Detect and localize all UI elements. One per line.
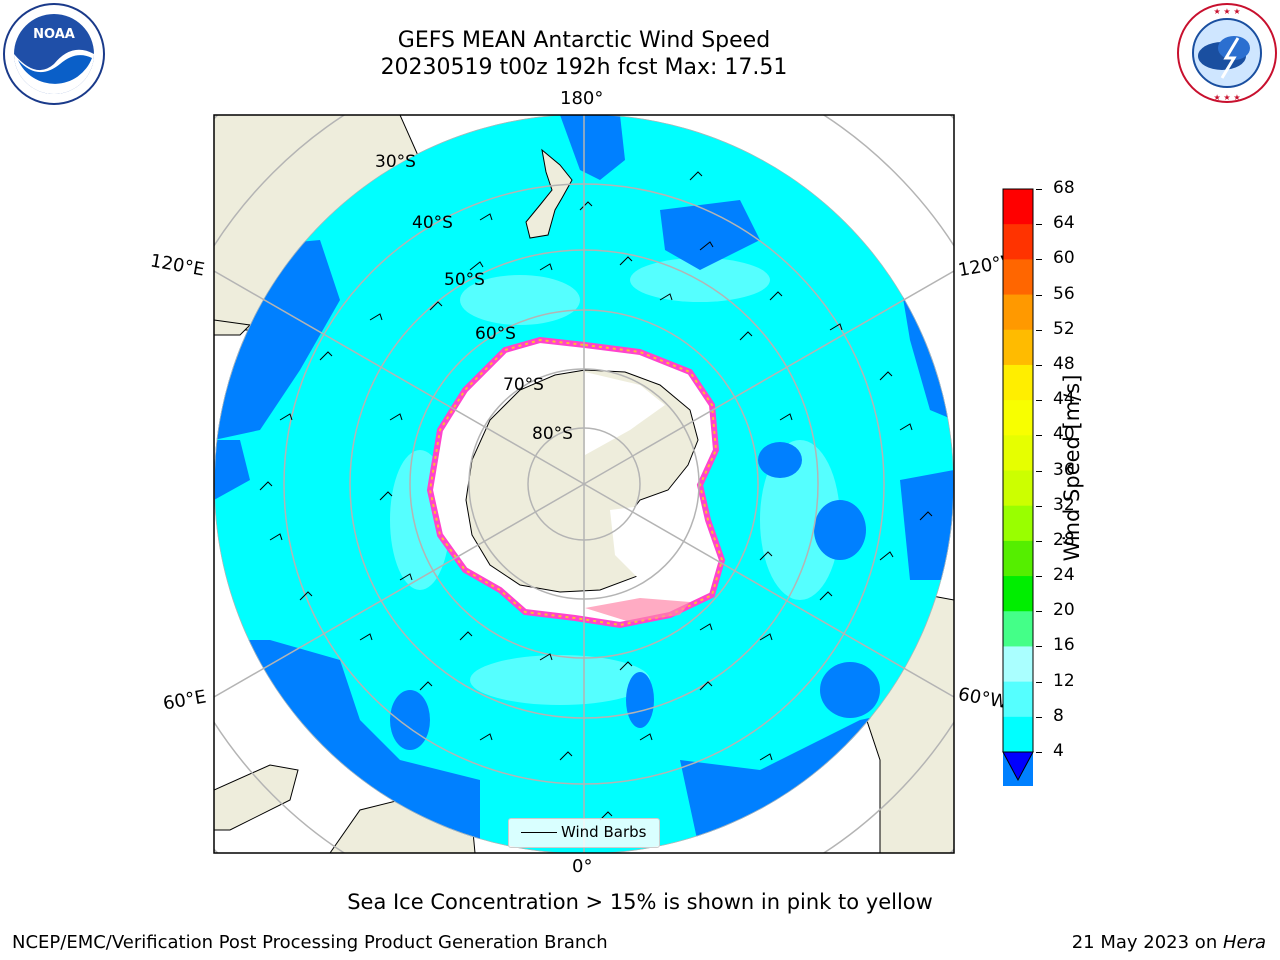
- colorbar-tick-label: 40: [1053, 424, 1075, 445]
- colorbar-tick-mark: [1036, 505, 1042, 507]
- colorbar-tick-mark: [1036, 540, 1042, 542]
- land-new-zealand: [525, 148, 573, 239]
- colorbar-tick-mark: [1036, 224, 1042, 226]
- colorbar-segment: [1003, 400, 1033, 436]
- meridians: [214, 115, 954, 853]
- noaa-logo: NOAA: [3, 3, 105, 105]
- lon-label-180: 180°: [560, 88, 604, 109]
- map-frame: [213, 114, 955, 854]
- land-madagascar: [214, 764, 299, 831]
- colorbar-tick-mark: [1036, 470, 1042, 472]
- colorbar-tick-mark: [1036, 259, 1042, 261]
- colorbar-tick-label: 16: [1053, 635, 1075, 656]
- colorbar-tick-label: 68: [1053, 178, 1075, 198]
- colorbar: [1002, 188, 1034, 786]
- lat-label-40s: 40°S: [412, 213, 453, 233]
- blue-region-northeast: [660, 200, 760, 270]
- colorbar-tick-mark: [1036, 435, 1042, 437]
- colorbar-segment: [1003, 681, 1033, 718]
- title-line-2: 20230519 t00z 192h fcst Max: 17.51: [380, 55, 788, 80]
- colorbar-segment: [1003, 364, 1033, 401]
- colorbar-segment: [1003, 470, 1033, 507]
- colorbar-segment: [1003, 646, 1033, 683]
- colorbar-tick-label: 32: [1053, 494, 1075, 515]
- line-icon: [521, 832, 557, 833]
- colorbar-segment: [1003, 294, 1033, 331]
- colorbar-tick-label: 8: [1053, 705, 1064, 726]
- colorbar-tick-mark: [1036, 611, 1042, 613]
- colorbar-tick-label: 48: [1053, 353, 1075, 374]
- colorbar-segment: [1003, 540, 1033, 577]
- colorbar-segment: [1003, 576, 1033, 612]
- colorbar-tick-mark: [1036, 400, 1042, 402]
- lat-label-50s: 50°S: [444, 270, 485, 290]
- colorbar-tick-mark: [1036, 716, 1042, 718]
- svg-text:★ ★ ★: ★ ★ ★: [1213, 93, 1240, 102]
- colorbar-tick-label: 60: [1053, 248, 1075, 269]
- wind-barbs: [259, 171, 933, 821]
- land-indonesia: [214, 319, 252, 336]
- colorbar-tick-mark: [1036, 681, 1042, 683]
- title-line-1: GEFS MEAN Antarctic Wind Speed: [397, 28, 771, 53]
- colorbar-segment: [1003, 435, 1033, 471]
- colorbar-tick-label: 24: [1053, 565, 1075, 586]
- footer-left: NCEP/EMC/Verification Post Processing Pr…: [12, 932, 608, 953]
- colorbar-segment: [1003, 259, 1033, 296]
- nws-logo: ★ ★ ★ ★ ★ ★: [1177, 3, 1277, 103]
- colorbar-tick-label: 52: [1053, 318, 1075, 339]
- colorbar-segment: [1003, 505, 1033, 542]
- colorbar-tick-mark: [1036, 189, 1042, 190]
- colorbar-segment: [1003, 224, 1033, 260]
- colorbar-tick-label: 36: [1053, 459, 1075, 480]
- footer-date: 21 May 2023 on: [1071, 932, 1223, 953]
- colorbar-segment: [1003, 189, 1033, 225]
- footer-right: 21 May 2023 on Hera: [1072, 932, 1266, 953]
- footer-machine: Hera: [1222, 932, 1266, 953]
- blue-region-east-2: [900, 470, 954, 580]
- colorbar-tick-mark: [1036, 329, 1042, 331]
- blue-region-north: [560, 115, 625, 180]
- colorbar-tick-mark: [1036, 752, 1042, 753]
- colorbar-segment: [1003, 716, 1033, 753]
- colorbar-segment: [1003, 329, 1033, 366]
- lat-label-30s: 30°S: [375, 152, 416, 172]
- colorbar-tick-label: 4: [1053, 741, 1064, 761]
- lon-label-0: 0°: [572, 856, 593, 877]
- blue-region-west: [214, 440, 250, 500]
- colorbar-outline: [1002, 188, 1034, 753]
- colorbar-tick-label: 20: [1053, 600, 1075, 621]
- colorbar-tick-label: 12: [1053, 670, 1075, 691]
- lat-label-60s: 60°S: [475, 324, 516, 344]
- colorbar-tick-mark: [1036, 294, 1042, 296]
- lat-label-80s: 80°S: [532, 424, 573, 444]
- colorbar-tick-label: 44: [1053, 389, 1075, 410]
- noaa-logo-text: NOAA: [33, 27, 75, 42]
- colorbar-tick-mark: [1036, 576, 1042, 578]
- colorbar-tick-mark: [1036, 364, 1042, 366]
- colorbar-tick-label: 28: [1053, 529, 1075, 550]
- lat-label-70s: 70°S: [503, 375, 544, 395]
- legend-label: Wind Barbs: [561, 823, 647, 841]
- map-legend: Wind Barbs: [508, 818, 660, 848]
- colorbar-tick-mark: [1036, 646, 1042, 648]
- colorbar-tick-label: 56: [1053, 283, 1075, 304]
- svg-text:★ ★ ★: ★ ★ ★: [1213, 7, 1240, 16]
- sea-ice-caption: Sea Ice Concentration > 15% is shown in …: [347, 890, 933, 914]
- colorbar-segment: [1003, 611, 1033, 647]
- colorbar-label: Wind Speed [m/s]: [1060, 374, 1084, 562]
- colorbar-tick-label: 64: [1053, 213, 1075, 234]
